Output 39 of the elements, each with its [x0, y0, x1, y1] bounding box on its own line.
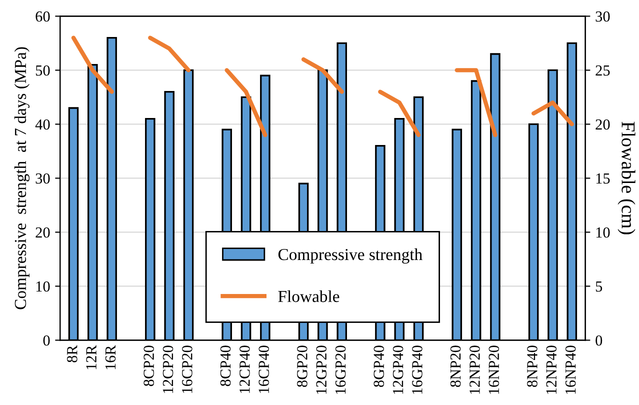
- y2-tick-label: 5: [596, 281, 602, 292]
- y-tick-label: 40: [35, 119, 50, 130]
- x-tick-label: 8GP40: [374, 346, 384, 387]
- y2-tick-label: 10: [596, 227, 610, 238]
- x-tick-label: 8R: [67, 345, 78, 362]
- y2-tick-label: 0: [596, 335, 602, 346]
- y2-tick-label: 20: [596, 119, 610, 130]
- x-tick-label: 16R: [105, 345, 116, 370]
- x-tick-label: 12R: [86, 345, 96, 370]
- x-tick-label: 8NP40: [527, 346, 538, 387]
- x-tick-label: 12CP20: [162, 346, 174, 393]
- x-tick-label: 16NP20: [488, 346, 500, 394]
- y2-axis-title: Flowable (cm): [618, 122, 636, 234]
- x-tick-label: 12NP20: [470, 346, 480, 394]
- x-tick-label: 8CP20: [144, 346, 154, 386]
- y2-tick-label: 15: [596, 173, 610, 184]
- y2-tick-label: 30: [596, 11, 610, 22]
- y2-tick-label: 25: [596, 65, 610, 76]
- x-tick-label: 16GP40: [412, 346, 422, 394]
- y-tick-label: 30: [36, 173, 50, 184]
- legend-label: Flowable: [278, 290, 340, 302]
- x-tick-label: 16CP40: [258, 346, 270, 393]
- x-tick-label: 8CP40: [220, 346, 231, 386]
- y-tick-label: 50: [36, 65, 50, 76]
- y-tick-label: 60: [36, 11, 50, 22]
- y-tick-label: 0: [43, 335, 50, 346]
- x-tick-label: 12NP40: [546, 346, 557, 394]
- y-axis-title: Compressive strength at 7 days (MPa): [14, 47, 30, 310]
- legend-label: Compressive strength: [278, 248, 422, 264]
- x-tick-label: 12GP40: [392, 346, 404, 394]
- y-tick-label: 20: [36, 227, 50, 238]
- x-tick-label: 16NP40: [565, 346, 576, 394]
- x-tick-label: 8NP20: [450, 346, 461, 387]
- x-tick-label: 12GP20: [316, 346, 327, 394]
- x-tick-label: 16CP20: [182, 346, 192, 393]
- x-tick-label: 12CP40: [240, 346, 250, 393]
- y-tick-label: 10: [36, 281, 50, 292]
- x-tick-label: 16GP20: [335, 346, 346, 394]
- x-tick-label: 8GP20: [297, 346, 308, 387]
